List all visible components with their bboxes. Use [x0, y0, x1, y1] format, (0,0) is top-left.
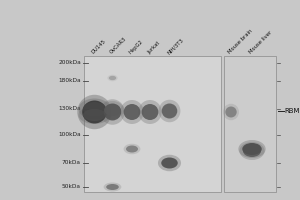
Text: HepG2: HepG2 — [128, 39, 145, 55]
Bar — [84, 56, 220, 192]
Text: 180kDa: 180kDa — [58, 78, 81, 84]
Ellipse shape — [161, 158, 178, 168]
Ellipse shape — [83, 102, 106, 116]
Text: Mouse liver: Mouse liver — [248, 30, 273, 55]
Ellipse shape — [242, 143, 262, 155]
Text: OvCAR3: OvCAR3 — [109, 36, 128, 55]
Ellipse shape — [100, 99, 125, 125]
Text: 50kDa: 50kDa — [62, 184, 81, 190]
Text: NIH/3T3: NIH/3T3 — [166, 37, 184, 55]
Ellipse shape — [243, 145, 261, 157]
Ellipse shape — [79, 98, 110, 119]
Ellipse shape — [104, 104, 121, 120]
Ellipse shape — [142, 104, 158, 120]
Ellipse shape — [162, 104, 177, 118]
Ellipse shape — [104, 182, 121, 192]
Ellipse shape — [83, 109, 106, 121]
Ellipse shape — [109, 76, 116, 80]
Ellipse shape — [124, 104, 140, 120]
Ellipse shape — [223, 104, 239, 120]
Ellipse shape — [120, 100, 144, 124]
Ellipse shape — [158, 155, 181, 171]
Text: RBM25: RBM25 — [284, 108, 300, 114]
Ellipse shape — [225, 106, 237, 117]
Text: 130kDa: 130kDa — [58, 106, 81, 112]
Ellipse shape — [106, 184, 119, 190]
Text: 200kDa: 200kDa — [58, 60, 81, 66]
Ellipse shape — [138, 100, 162, 124]
Ellipse shape — [79, 106, 110, 124]
Bar — [224, 56, 276, 192]
Ellipse shape — [239, 142, 265, 160]
Ellipse shape — [101, 101, 124, 119]
Text: Jurkat: Jurkat — [146, 41, 161, 55]
Text: DU145: DU145 — [91, 39, 107, 55]
Ellipse shape — [238, 140, 266, 158]
Ellipse shape — [107, 75, 118, 81]
Text: 100kDa: 100kDa — [58, 132, 81, 138]
Text: 70kDa: 70kDa — [62, 160, 81, 166]
Ellipse shape — [82, 100, 107, 123]
Ellipse shape — [77, 95, 112, 129]
Ellipse shape — [124, 144, 140, 154]
Text: Mouse brain: Mouse brain — [227, 29, 254, 55]
Ellipse shape — [104, 104, 121, 116]
Ellipse shape — [159, 100, 180, 122]
Ellipse shape — [126, 146, 138, 152]
